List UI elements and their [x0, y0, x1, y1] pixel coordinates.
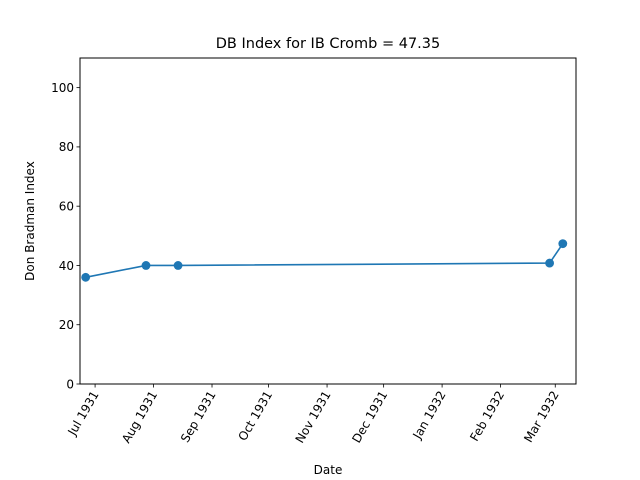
y-axis: 0 20 40 60 80 100 [51, 81, 80, 391]
y-axis-label: Don Bradman Index [23, 161, 37, 281]
x-tick-label: Mar 1932 [521, 389, 562, 445]
x-tick-label: Oct 1931 [236, 389, 276, 444]
x-axis-label: Date [314, 463, 343, 477]
x-tick-label: Jul 1931 [65, 389, 102, 439]
series-layer [81, 239, 568, 282]
x-tick-label: Sep 1931 [178, 389, 219, 445]
x-tick-label: Nov 1931 [293, 389, 334, 446]
y-tick-label: 40 [59, 259, 74, 273]
x-tick-label: Jan 1932 [410, 389, 449, 443]
data-point [141, 261, 151, 270]
x-axis: Jul 1931 Aug 1931 Sep 1931 Oct 1931 Nov 1931… [65, 384, 562, 446]
data-point [545, 258, 554, 268]
chart-title: DB Index for IB Cromb = 47.35 [216, 36, 440, 52]
data-point [81, 272, 91, 282]
data-point [173, 261, 183, 270]
plot-area [80, 58, 576, 384]
y-tick-label: 0 [66, 377, 74, 391]
data-point [558, 239, 568, 249]
y-tick-label: 60 [59, 199, 74, 213]
y-tick-label: 20 [59, 318, 74, 332]
y-tick-label: 80 [59, 140, 74, 154]
plot-frame [79, 57, 577, 385]
x-tick-label: Feb 1932 [467, 389, 507, 444]
y-tick-label: 100 [51, 81, 74, 95]
x-tick-label: Dec 1931 [349, 389, 390, 446]
x-tick-label: Aug 1931 [119, 389, 160, 446]
